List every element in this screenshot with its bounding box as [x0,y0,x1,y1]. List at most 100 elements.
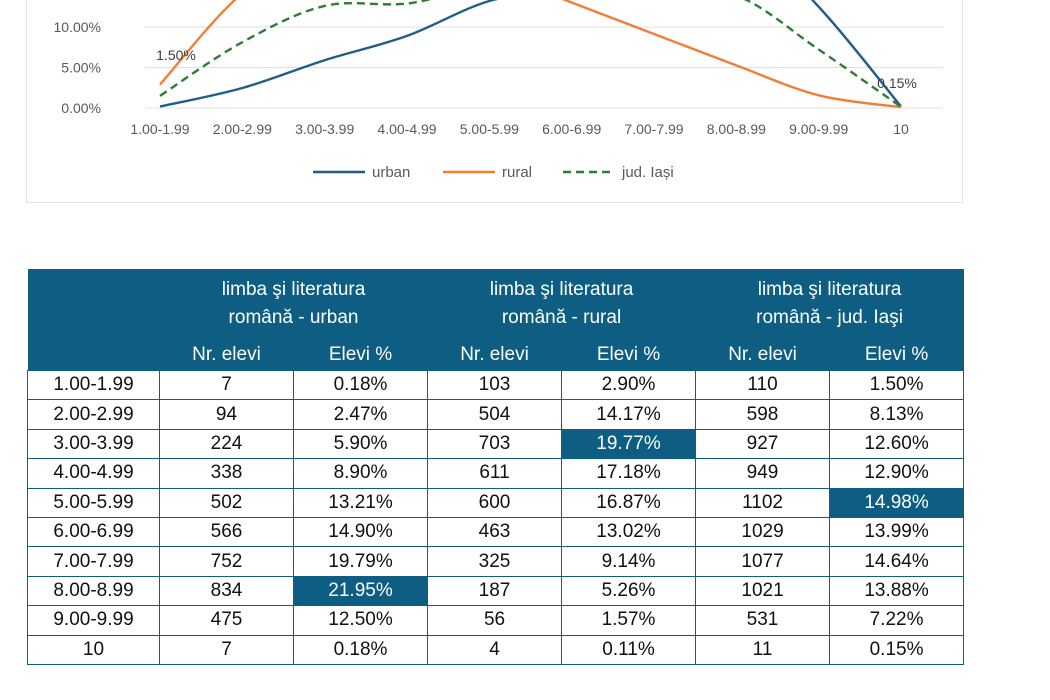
nr-elevi-cell: 325 [427,546,563,577]
y-tick-label: 5.00% [61,60,101,76]
nr-elevi-cell: 949 [695,458,831,489]
elevi-pct-cell: 17.18% [561,458,697,489]
group-header-line: română - rural [501,307,622,328]
elevi-pct-cell: 0.11% [561,634,697,665]
elevi-pct-cell: 1.50% [829,369,965,401]
elevi-pct-cell: 14.17% [561,399,697,430]
elevi-pct-cell: 19.77% [561,428,697,460]
table-row: 9.00-9.99 475 12.50% 56 1.57% 531 7.22% [27,605,965,636]
group-header-line: limba şi literatura [489,279,634,300]
x-tick-label: 5.00-5.99 [460,121,519,137]
nr-elevi-cell: 1021 [695,575,831,607]
nr-elevi-cell: 110 [695,369,831,401]
nr-elevi-cell: 224 [159,428,294,460]
data-label: 0.15% [877,75,917,91]
group-header-line: limba şi literatura [757,279,902,300]
corner-subheader [27,339,160,371]
elevi-pct-cell: 5.90% [292,428,429,460]
x-tick-label: 10 [893,121,909,137]
table-row: 5.00-5.99 502 13.21% 600 16.87% 1102 14.98% [27,487,965,518]
table-row: 2.00-2.99 94 2.47% 504 14.17% 598 8.13% [27,399,965,430]
elevi-pct-cell: 8.13% [829,399,965,430]
distribution-table: limba şi literatura română - urban limba … [27,269,965,665]
subheader-elevi-pct: Elevi % [829,339,964,371]
nr-elevi-cell: 611 [427,458,563,489]
subheader-nr-elevi: Nr. elevi [695,339,830,371]
nr-elevi-cell: 11 [695,634,831,665]
grade-range-cell: 4.00-4.99 [27,458,160,489]
table-row: 4.00-4.99 338 8.90% 611 17.18% 949 12.90% [27,458,965,489]
nr-elevi-cell: 7 [159,369,294,401]
nr-elevi-cell: 703 [427,428,563,460]
y-tick-label: 0.00% [61,100,101,116]
elevi-pct-cell: 13.99% [829,516,965,548]
y-tick-label: 10.00% [54,19,101,35]
nr-elevi-cell: 752 [159,546,294,577]
legend-item-judet: jud. Iași [621,164,674,181]
elevi-pct-cell: 14.90% [292,516,429,548]
series-line-judet [159,0,902,108]
elevi-pct-cell: 13.02% [561,516,697,548]
x-tick-label: 9.00-9.99 [789,121,848,137]
corner-header [27,269,160,339]
nr-elevi-cell: 187 [427,575,563,607]
x-tick-label: 6.00-6.99 [542,121,601,137]
nr-elevi-cell: 502 [159,487,294,518]
nr-elevi-cell: 1077 [695,546,831,577]
x-tick-label: 3.00-3.99 [295,121,354,137]
grade-range-cell: 10 [27,634,160,665]
elevi-pct-cell: 8.90% [292,458,429,489]
nr-elevi-cell: 7 [159,634,294,665]
elevi-pct-cell: 2.90% [561,369,697,401]
elevi-pct-cell: 19.79% [292,546,429,577]
line-chart: 10.00% 5.00% 0.00% 1.00-1.99 2.00-2.99 3.00-3… [54,0,943,181]
table-row: 7.00-7.99 752 19.79% 325 9.14% 1077 14.64% [27,546,965,577]
legend-item-urban: urban [372,164,410,181]
table-row: 3.00-3.99 224 5.90% 703 19.77% 927 12.60% [27,428,965,460]
nr-elevi-cell: 103 [427,369,563,401]
x-tick-label: 2.00-2.99 [213,121,272,137]
grade-range-cell: 7.00-7.99 [27,546,160,577]
table-row: 10 7 0.18% 4 0.11% 11 0.15% [27,634,965,665]
group-header-line: română - jud. Iaşi [756,307,903,328]
grade-range-cell: 5.00-5.99 [27,487,160,518]
series-line-urban [159,0,902,108]
grade-range-cell: 9.00-9.99 [27,605,160,636]
x-tick-label: 1.00-1.99 [130,121,189,137]
subheader-elevi-pct: Elevi % [293,339,428,371]
table-row: 6.00-6.99 566 14.90% 463 13.02% 1029 13.99% [27,516,965,548]
elevi-pct-cell: 2.47% [292,399,429,430]
nr-elevi-cell: 566 [159,516,294,548]
x-tick-label: 4.00-4.99 [377,121,436,137]
nr-elevi-cell: 338 [159,458,294,489]
nr-elevi-cell: 56 [427,605,563,636]
chart-panel: 10.00% 5.00% 0.00% 1.00-1.99 2.00-2.99 3.00-3… [26,0,963,203]
nr-elevi-cell: 463 [427,516,563,548]
elevi-pct-cell: 9.14% [561,546,697,577]
subheader-elevi-pct: Elevi % [561,339,696,371]
nr-elevi-cell: 94 [159,399,294,430]
table-body: 1.00-1.99 7 0.18% 103 2.90% 110 1.50% 2.00-2.99… [27,369,965,665]
elevi-pct-cell: 1.57% [561,605,697,636]
group-header-line: română - urban [228,307,359,328]
grade-range-cell: 2.00-2.99 [27,399,160,430]
nr-elevi-cell: 834 [159,575,294,607]
elevi-pct-cell: 0.18% [292,634,429,665]
group-header-judet: limba şi literatura română - jud. Iaşi [695,269,964,339]
elevi-pct-cell: 5.26% [561,575,697,607]
subheader-nr-elevi: Nr. elevi [427,339,562,371]
elevi-pct-cell: 13.88% [829,575,965,607]
nr-elevi-cell: 504 [427,399,563,430]
subheader-nr-elevi: Nr. elevi [159,339,294,371]
nr-elevi-cell: 927 [695,428,831,460]
elevi-pct-cell: 16.87% [561,487,697,518]
legend-item-rural: rural [502,164,532,181]
table-group-header-row: limba şi literatura română - urban limba … [27,269,964,339]
elevi-pct-cell: 12.90% [829,458,965,489]
nr-elevi-cell: 531 [695,605,831,636]
table-row: 1.00-1.99 7 0.18% 103 2.90% 110 1.50% [27,369,965,401]
nr-elevi-cell: 1029 [695,516,831,548]
nr-elevi-cell: 1102 [695,487,831,518]
x-tick-label: 8.00-8.99 [707,121,766,137]
grade-range-cell: 8.00-8.99 [27,575,160,607]
